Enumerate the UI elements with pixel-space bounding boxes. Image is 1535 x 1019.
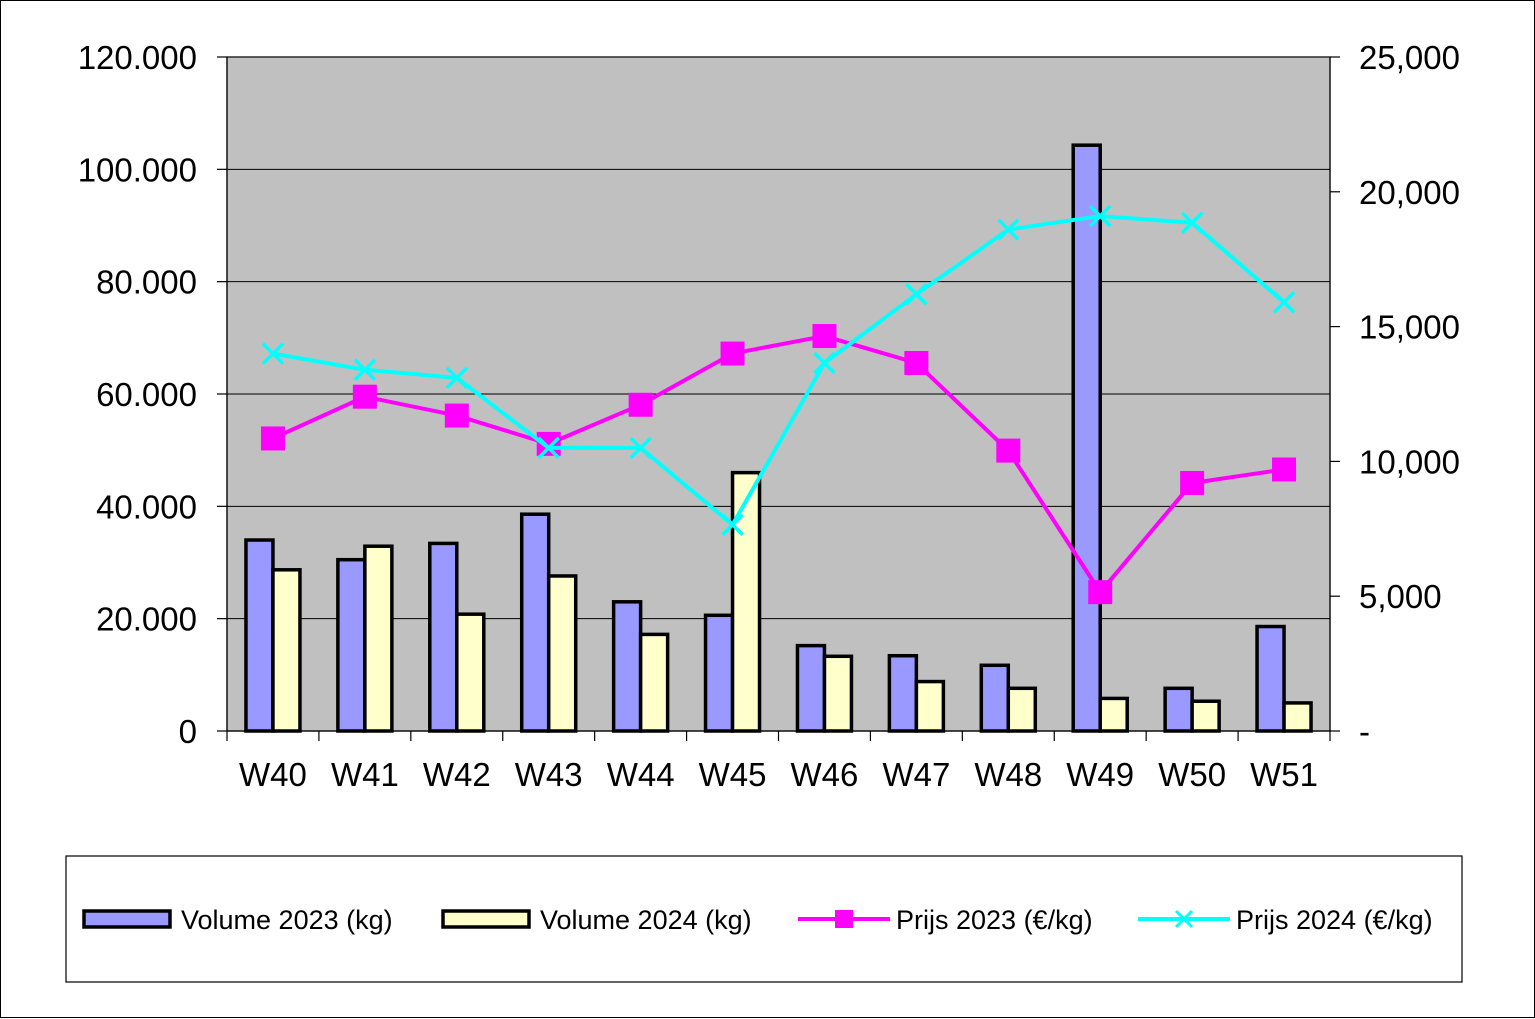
- x-axis-tick-label: W48: [974, 756, 1042, 793]
- bar: [1282, 701, 1313, 733]
- bar: [519, 512, 551, 733]
- data-point-marker: [261, 342, 285, 365]
- right-axis-tick-label: 10,000: [1359, 443, 1460, 480]
- data-point-marker: [260, 426, 285, 451]
- legend-label: Volume 2024 (kg): [540, 905, 752, 935]
- legend: Volume 2023 (kg) Volume 2024 (kg) Prijs 20…: [65, 855, 1463, 983]
- data-point-marker: [812, 324, 837, 349]
- bar: [1163, 686, 1194, 733]
- data-point-marker: [629, 436, 652, 460]
- bar: [638, 632, 670, 733]
- right-axis-tick-label: 25,000: [1359, 39, 1460, 76]
- left-axis-tick-label: 40.000: [96, 488, 197, 525]
- data-point-marker: [1180, 470, 1205, 495]
- data-point-marker: [1088, 204, 1112, 228]
- data-point-marker: [1088, 580, 1113, 605]
- x-axis-tick-label: W40: [239, 756, 307, 793]
- data-point-marker: [353, 358, 377, 381]
- bar: [1006, 686, 1038, 733]
- data-point-marker: [628, 392, 653, 417]
- data-point-marker: [720, 341, 745, 366]
- bar: [1071, 143, 1102, 733]
- line-series: [260, 204, 1297, 605]
- left-axis-tick-label: 120.000: [78, 39, 197, 76]
- left-axis-tick-label: 60.000: [96, 376, 197, 413]
- data-point-marker: [905, 283, 928, 306]
- series-line: [272, 214, 1286, 527]
- bar: [363, 544, 394, 733]
- left-axis-tick-label: 20.000: [96, 601, 197, 638]
- x-axis-tick-label: W43: [515, 756, 583, 793]
- bar: [703, 613, 735, 733]
- bar: [1098, 696, 1129, 733]
- bar: [611, 600, 643, 733]
- bar: [887, 653, 919, 733]
- legend-label: Volume 2023 (kg): [181, 905, 393, 935]
- data-point-marker: [997, 218, 1020, 241]
- bar: [1190, 699, 1221, 733]
- legend-label: Prijs 2023 (€/kg): [896, 905, 1093, 935]
- bar: [428, 541, 459, 733]
- bar: [455, 612, 486, 733]
- data-point-marker: [352, 384, 377, 409]
- data-point-marker: [813, 351, 836, 375]
- right-axis-tick-label: -: [1359, 713, 1370, 750]
- left-axis-tick-label: 0: [179, 713, 197, 750]
- x-axis-tick-label: W44: [607, 756, 675, 793]
- data-point-marker: [444, 403, 469, 428]
- data-point-marker: [537, 436, 560, 460]
- x-axis-tick-label: W47: [882, 756, 950, 793]
- x-axis-tick-label: W46: [791, 756, 859, 793]
- bar: [730, 470, 762, 733]
- legend-marker: [1174, 909, 1194, 929]
- data-point-marker: [904, 350, 929, 375]
- bar: [914, 679, 946, 733]
- left-axis-tick-label: 100.000: [78, 151, 197, 188]
- bar: [244, 538, 275, 733]
- series-line: [272, 334, 1285, 595]
- x-axis-tick-label: W45: [699, 756, 767, 793]
- data-point-marker: [721, 513, 744, 536]
- data-point-marker: [1272, 291, 1296, 314]
- legend-swatch: [82, 909, 172, 929]
- right-axis-tick-label: 15,000: [1359, 309, 1460, 346]
- bar: [546, 574, 578, 733]
- data-point-marker: [996, 438, 1021, 463]
- bar: [979, 663, 1011, 733]
- bar: [795, 643, 827, 733]
- legend-label: Prijs 2024 (€/kg): [1236, 905, 1433, 935]
- axes: 0 20.000 40.000 60.000 80.000 100.000 120.000 -…: [78, 39, 1460, 793]
- x-axis-tick-label: W41: [331, 756, 399, 793]
- x-axis-tick-label: W49: [1066, 756, 1134, 793]
- x-axis-tick-label: W51: [1250, 756, 1318, 793]
- x-axis-tick-label: W50: [1158, 756, 1226, 793]
- data-point-marker: [445, 366, 469, 390]
- bar: [822, 654, 854, 733]
- bar: [336, 557, 367, 733]
- legend-swatch: [441, 909, 531, 929]
- bar-series: [244, 143, 1313, 733]
- gridlines: [227, 56, 1330, 620]
- right-axis-tick-label: 5,000: [1359, 578, 1442, 615]
- data-point-marker: [1272, 457, 1297, 482]
- legend-marker: [835, 910, 853, 928]
- x-axis-tick-label: W42: [423, 756, 491, 793]
- right-axis-tick-label: 20,000: [1359, 174, 1460, 211]
- bar: [1255, 624, 1286, 733]
- data-point-marker: [1180, 211, 1204, 235]
- left-axis-tick-label: 80.000: [96, 264, 197, 301]
- bar: [271, 568, 302, 733]
